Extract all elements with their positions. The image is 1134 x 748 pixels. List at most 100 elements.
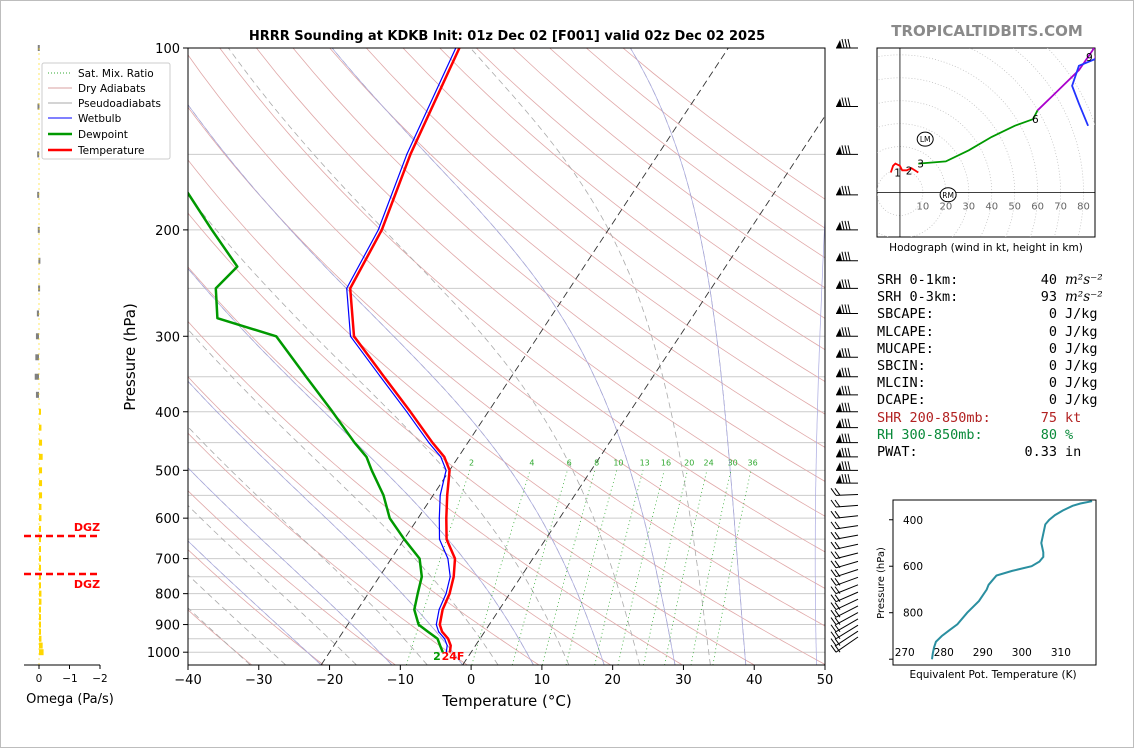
wind-barb — [830, 531, 859, 540]
temperature-point — [449, 651, 451, 653]
theta-e-xlabel: Equivalent Pot. Temperature (K) — [909, 669, 1076, 681]
stat-unit: m²s⁻² — [1065, 289, 1103, 306]
legend-dewpoint: Dewpoint — [78, 129, 128, 141]
stat-value: 0 — [1048, 340, 1057, 357]
wind-barb — [836, 433, 858, 444]
wind-barb-staff — [835, 618, 859, 633]
wetbulb-point — [379, 376, 382, 378]
temperature-tick-label: 0 — [467, 673, 475, 688]
wind-barb — [830, 612, 859, 625]
temperature-point — [445, 517, 447, 519]
wind-barb — [836, 461, 858, 471]
mixing-ratio-line — [471, 470, 531, 665]
wind-barb-flag — [847, 367, 851, 377]
wind-barb-flag — [844, 447, 848, 457]
wind-barb-pennant — [836, 280, 842, 289]
omega-bar — [39, 525, 41, 532]
wind-barb-flag — [830, 551, 837, 559]
theta-e-ytick-label: 600 — [903, 561, 923, 573]
wind-barb-flag — [847, 474, 851, 484]
stat-unit: J/kg — [1065, 375, 1098, 392]
wind-barb-pennant — [836, 434, 842, 443]
stat-label: MLCAPE: — [877, 323, 934, 340]
wind-barb-flag — [847, 418, 851, 428]
wind-barb-flag — [847, 461, 851, 471]
temperature-point — [454, 558, 456, 560]
wind-barb-flag — [834, 531, 841, 540]
wetbulb-point — [447, 558, 449, 560]
wind-barb-flag — [841, 348, 845, 358]
stat-row: MLCAPE: 0 J/kg — [877, 324, 1103, 341]
wind-barb-flag — [841, 433, 845, 443]
wind-barb — [830, 541, 859, 550]
dry-adiabat-line — [188, 106, 825, 627]
hodograph-segment-0 — [889, 162, 919, 174]
dry-adiabat-line — [476, 48, 825, 319]
stat-label: SHR 200-850mb: — [877, 409, 991, 426]
stat-unit: J/kg — [1065, 340, 1098, 357]
omega-bar — [39, 408, 41, 415]
mixing-ratio-line — [712, 470, 752, 665]
stat-unit: m²s⁻² — [1065, 272, 1103, 288]
temperature-tick-label: 20 — [604, 673, 621, 688]
hodograph-ring-label: 30 — [962, 202, 975, 213]
pseudoadiabat-line — [188, 504, 357, 665]
temperature-trace — [348, 48, 461, 653]
temperature-tick-label: −30 — [245, 673, 272, 688]
wind-barb-flag — [841, 327, 845, 337]
omega-bar — [39, 546, 41, 553]
skewt-xlabel: Temperature (°C) — [441, 692, 571, 710]
omega-bar — [39, 555, 41, 562]
wind-barb-flag — [841, 251, 845, 261]
mixing-ratio-label: 8 — [594, 459, 599, 468]
pseudoadiabat-line — [188, 194, 570, 665]
dewpoint-point — [427, 631, 429, 633]
dewpoint-point — [353, 442, 356, 444]
temperature-point — [448, 593, 451, 595]
wind-barb — [830, 630, 859, 646]
wind-barb-flag — [834, 638, 841, 646]
wind-barb-flag — [841, 461, 845, 471]
moist-adiabat-line — [188, 268, 534, 665]
wind-barb-staff — [835, 598, 859, 611]
omega-bar — [39, 649, 44, 656]
mixing-ratio-line — [594, 470, 644, 665]
wind-barb-flag — [834, 602, 841, 610]
skewt-ticks: 2 4 6 8 10 13 16 20 24 30 361002003004005006007008… — [147, 42, 833, 688]
stat-label: SRH 0-3km: — [877, 289, 959, 306]
wind-barb-flag — [847, 251, 851, 261]
dry-adiabat-line — [188, 159, 825, 665]
hodograph-height-label: 3 — [917, 159, 924, 171]
mixing-ratio-line — [617, 470, 665, 665]
wind-barb — [836, 38, 858, 49]
omega-bar — [39, 515, 42, 522]
wetbulb-point — [446, 644, 448, 647]
pressure-tick-label: 600 — [155, 512, 180, 527]
dewpoint-point — [442, 651, 444, 653]
omega-bar — [39, 635, 42, 642]
wind-barb — [830, 605, 859, 618]
dewpoint-point — [216, 317, 218, 319]
wind-barb — [836, 251, 858, 262]
wind-barb-flag — [844, 185, 848, 195]
wind-barb-flag — [834, 578, 841, 586]
theta-e-trace — [931, 500, 1093, 660]
wind-barb-flag — [834, 521, 841, 530]
pseudoadiabat-line — [188, 328, 499, 665]
omega-bar — [39, 573, 41, 580]
wetbulb-point — [449, 576, 451, 578]
wind-barb-flag — [844, 385, 848, 395]
mixing-ratio-label: 10 — [613, 459, 623, 468]
wind-barb — [836, 367, 858, 378]
stat-value: 0.33 — [1024, 444, 1057, 461]
stat-value: 0 — [1048, 306, 1057, 323]
wetbulb-point — [444, 638, 446, 640]
wind-barb-flag — [844, 145, 848, 155]
dry-adiabat-line — [219, 48, 825, 553]
wetbulb-point — [438, 538, 441, 540]
wind-barb — [836, 348, 858, 358]
wetbulb-point — [445, 469, 447, 471]
wind-barb-flag — [844, 304, 848, 314]
stat-label: RH 300-850mb: — [877, 426, 983, 443]
hodograph-frame — [876, 47, 1096, 238]
